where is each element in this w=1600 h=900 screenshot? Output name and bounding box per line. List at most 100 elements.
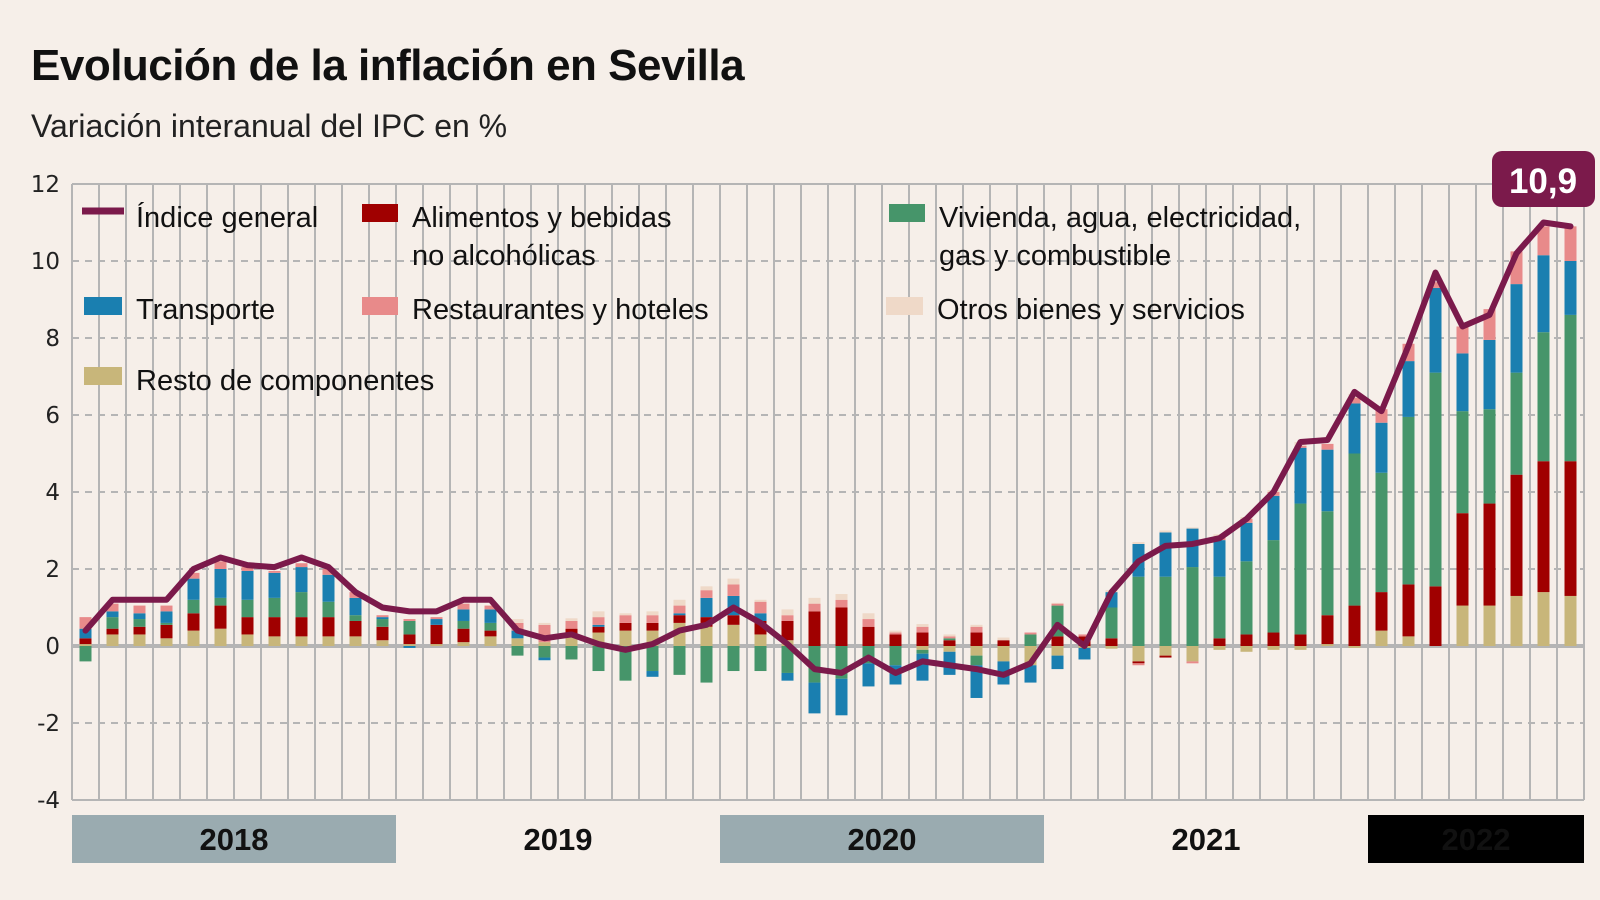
bar-segment-vivienda bbox=[808, 646, 821, 683]
y-tick-label: 0 bbox=[45, 634, 60, 660]
bar-segment-alimentos bbox=[349, 620, 362, 637]
bar-segment-restaurantes bbox=[943, 636, 956, 639]
bar-segment-alimentos bbox=[808, 611, 821, 646]
bar-segment-vivienda bbox=[133, 619, 146, 627]
bar-segment-vivienda bbox=[754, 646, 767, 672]
bar-segment-alimentos bbox=[1402, 584, 1415, 637]
bar-segment-transporte bbox=[808, 682, 821, 714]
bar-segment-vivienda bbox=[592, 646, 605, 672]
bar-segment-restaurantes bbox=[1132, 663, 1145, 666]
year-label: 2022 bbox=[1442, 822, 1511, 857]
bar-segment-restaurantes bbox=[376, 615, 389, 618]
bar-segment-alimentos bbox=[835, 607, 848, 646]
year-band bbox=[720, 815, 1044, 863]
bar-segment-restaurantes bbox=[970, 626, 983, 633]
bar-segment-alimentos bbox=[862, 626, 875, 646]
bar-segment-vivienda bbox=[1537, 332, 1550, 462]
bar-segment-restaurantes bbox=[106, 603, 119, 612]
bar-segment-resto bbox=[1267, 646, 1280, 650]
bar-segment-alimentos bbox=[727, 615, 740, 625]
bar-segment-restaurantes bbox=[592, 617, 605, 625]
bar-segment-restaurantes bbox=[1186, 661, 1199, 664]
bar-segment-vivienda bbox=[1402, 416, 1415, 585]
bar-segment-transporte bbox=[484, 609, 497, 623]
bar-segment-otros bbox=[1186, 527, 1199, 529]
bar-segment-transporte bbox=[1402, 361, 1415, 417]
bar-segment-vivienda bbox=[619, 646, 632, 681]
bar-segment-resto bbox=[1051, 646, 1064, 656]
bar-segment-alimentos bbox=[916, 632, 929, 646]
bar-segment-transporte bbox=[1510, 284, 1523, 373]
bar-segment-alimentos bbox=[781, 620, 794, 641]
bar-segment-transporte bbox=[916, 653, 929, 681]
bar-segment-resto bbox=[700, 626, 713, 646]
bar-segment-vivienda bbox=[1429, 372, 1442, 587]
bar-segment-otros bbox=[727, 578, 740, 585]
bar-segment-transporte bbox=[268, 572, 281, 598]
year-label: 2018 bbox=[200, 822, 269, 857]
badge-value: 10,9 bbox=[1509, 162, 1577, 201]
year-label: 2020 bbox=[848, 822, 917, 857]
legend-label-indice: Índice general bbox=[136, 201, 318, 234]
bar-segment-vivienda bbox=[1375, 472, 1388, 593]
bar-segment-restaurantes bbox=[79, 617, 92, 629]
bar-segment-alimentos bbox=[646, 622, 659, 631]
year-axis: 2018 2019 2020 2021 2022 bbox=[72, 815, 1584, 863]
bar-segment-alimentos bbox=[187, 613, 200, 631]
year-band bbox=[72, 815, 396, 863]
bar-segment-vivienda bbox=[187, 599, 200, 614]
bar-segment-resto bbox=[1294, 646, 1307, 650]
bar-segment-vivienda bbox=[1024, 634, 1037, 646]
bar-segment-resto bbox=[187, 630, 200, 646]
bar-segment-alimentos bbox=[1429, 586, 1442, 646]
bar-segment-vivienda bbox=[214, 597, 227, 606]
bar-segment-alimentos bbox=[376, 626, 389, 641]
bar-segment-resto bbox=[457, 642, 470, 646]
y-axis-ticks: 12 10 8 6 4 2 0 -2 -4 bbox=[31, 172, 60, 814]
bar-segment-vivienda bbox=[1267, 540, 1280, 633]
value-badge: 10,9 bbox=[1492, 151, 1595, 207]
bar-segment-vivienda bbox=[538, 646, 551, 658]
bar-segment-restaurantes bbox=[1078, 634, 1091, 637]
bar-segment-vivienda bbox=[79, 646, 92, 662]
bar-segment-resto bbox=[322, 636, 335, 646]
bar-segment-alimentos bbox=[1051, 636, 1064, 646]
year-label: 2021 bbox=[1172, 822, 1241, 857]
bar-segment-alimentos bbox=[1510, 474, 1523, 596]
bar-segment-restaurantes bbox=[646, 615, 659, 623]
bar-segment-vivienda bbox=[1348, 453, 1361, 606]
bar-segment-vivienda bbox=[457, 620, 470, 629]
bar-segment-vivienda bbox=[727, 646, 740, 672]
bar-segment-vivienda bbox=[1564, 314, 1577, 462]
bar-segment-vivienda bbox=[1510, 372, 1523, 475]
bar-segment-restaurantes bbox=[268, 570, 281, 573]
bar-segment-restaurantes bbox=[484, 605, 497, 610]
bar-segment-restaurantes bbox=[619, 615, 632, 623]
bar-segment-otros bbox=[673, 599, 686, 606]
bar-segment-transporte bbox=[403, 646, 416, 648]
bar-segment-vivienda bbox=[1483, 409, 1496, 504]
bar-segment-transporte bbox=[133, 613, 146, 620]
bar-segment-restaurantes bbox=[754, 601, 767, 614]
bar-segment-alimentos bbox=[889, 634, 902, 646]
bar-segment-alimentos bbox=[673, 615, 686, 623]
bar-segment-restaurantes bbox=[700, 590, 713, 598]
bar-segment-restaurantes bbox=[862, 619, 875, 627]
bar-segment-resto bbox=[403, 644, 416, 646]
bar-segment-resto bbox=[133, 634, 146, 646]
legend-label-alimentos-1: Alimentos y bebidas bbox=[412, 202, 672, 234]
bar-segment-restaurantes bbox=[889, 632, 902, 635]
bar-segment-otros bbox=[511, 619, 524, 623]
index-general-line bbox=[82, 219, 1574, 678]
bar-segment-otros bbox=[943, 634, 956, 637]
y-tick-label: 2 bbox=[45, 557, 60, 583]
bar-segment-vivienda bbox=[970, 655, 983, 666]
bar-segment-otros bbox=[1132, 542, 1145, 544]
bar-segment-vivienda bbox=[403, 620, 416, 635]
bar-segment-resto bbox=[349, 636, 362, 646]
bar-segment-alimentos bbox=[1159, 655, 1172, 658]
bar-segment-resto bbox=[1240, 646, 1253, 652]
bar-segment-transporte bbox=[187, 578, 200, 600]
bar-segment-otros bbox=[619, 613, 632, 616]
